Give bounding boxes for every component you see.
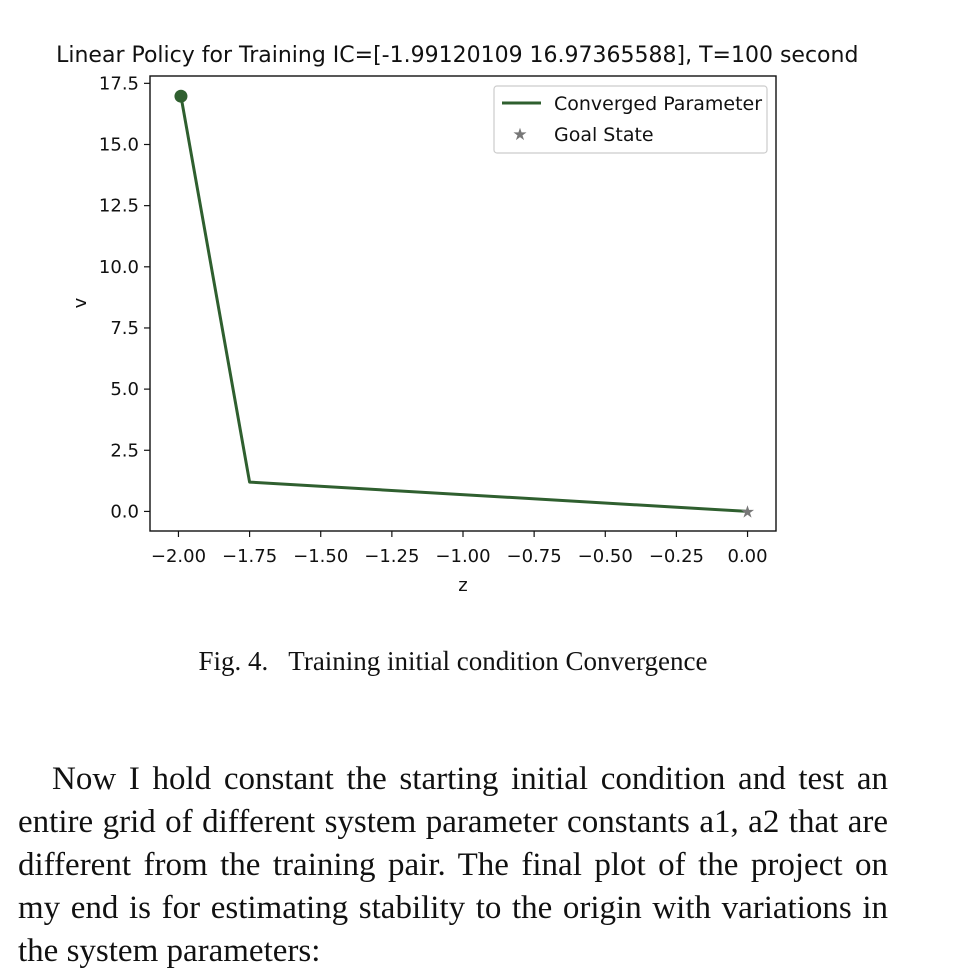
trajectory-figure: Linear Policy for Training IC=[-1.991201… bbox=[56, 43, 870, 596]
y-axis-label: v bbox=[70, 297, 91, 308]
figure-caption: Fig. 4. Training initial condition Conver… bbox=[0, 646, 906, 677]
x-tick-label: −0.25 bbox=[649, 546, 704, 567]
y-tick-label: 12.5 bbox=[99, 196, 139, 217]
chart-title: Linear Policy for Training IC=[-1.991201… bbox=[56, 43, 870, 68]
figure-label: Fig. 4. bbox=[198, 646, 269, 676]
x-tick-label: −0.75 bbox=[507, 546, 562, 567]
y-tick-label: 0.0 bbox=[110, 501, 139, 522]
x-tick-label: −2.00 bbox=[151, 546, 206, 567]
legend: Converged Parameter ★ Goal State bbox=[493, 85, 768, 154]
legend-entry-goal: Goal State bbox=[554, 124, 654, 146]
y-tick-label: 7.5 bbox=[110, 318, 139, 339]
x-tick-label: −1.00 bbox=[435, 546, 490, 567]
y-axis-ticks: 0.0 2.5 5.0 7.5 10.0 12.5 15.0 17.5 bbox=[99, 73, 150, 522]
y-tick-label: 2.5 bbox=[110, 440, 139, 461]
y-tick-label: 5.0 bbox=[110, 379, 139, 400]
start-point-marker bbox=[174, 89, 188, 103]
legend-box bbox=[493, 85, 768, 154]
body-paragraph: Now I hold constant the starting initial… bbox=[18, 761, 888, 969]
series-layer: ★ bbox=[174, 89, 755, 522]
x-tick-label: −1.25 bbox=[364, 546, 419, 567]
figure-caption-text: Training initial condition Convergence bbox=[288, 646, 708, 676]
x-tick-label: −1.50 bbox=[293, 546, 348, 567]
y-tick-label: 10.0 bbox=[99, 257, 139, 278]
series-line-converged-parameter bbox=[179, 95, 748, 513]
legend-entry-converged: Converged Parameter bbox=[554, 93, 762, 115]
legend-star-swatch: ★ bbox=[512, 125, 527, 145]
y-tick-label: 17.5 bbox=[99, 73, 139, 94]
y-tick-label: 15.0 bbox=[99, 134, 139, 155]
x-tick-label: −0.50 bbox=[578, 546, 633, 567]
x-axis-label: z bbox=[458, 575, 467, 596]
x-axis-ticks: −2.00 −1.75 −1.50 −1.25 −1.00 −0.75 −0.50 −0.25… bbox=[151, 531, 768, 567]
goal-state-marker: ★ bbox=[740, 502, 755, 522]
x-tick-label: 0.00 bbox=[728, 546, 768, 567]
x-tick-label: −1.75 bbox=[222, 546, 277, 567]
